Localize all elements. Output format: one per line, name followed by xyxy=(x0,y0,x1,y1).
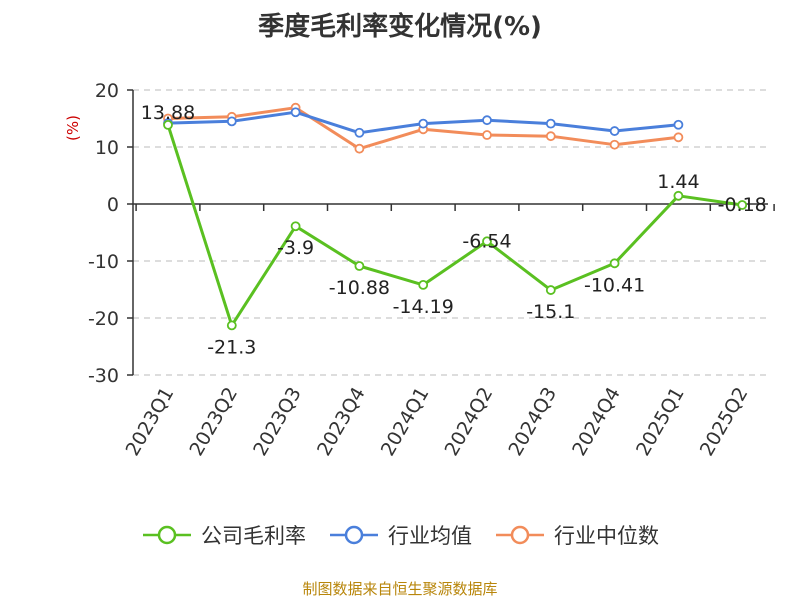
series-line xyxy=(166,124,743,327)
x-tick-label: 2024Q4 xyxy=(568,384,625,460)
grid-layer xyxy=(133,89,768,376)
x-tick-label: 2025Q2 xyxy=(696,384,753,460)
data-point xyxy=(290,107,301,118)
data-point xyxy=(609,126,620,136)
data-label: -10.41 xyxy=(584,274,645,296)
legend-marker-icon xyxy=(330,525,378,545)
data-point xyxy=(609,258,620,269)
legend-label: 行业中位数 xyxy=(554,524,659,548)
data-point xyxy=(354,127,365,138)
data-label: -0.18 xyxy=(718,194,767,216)
data-label: 13.88 xyxy=(141,102,195,124)
data-point xyxy=(737,200,748,210)
data-point xyxy=(290,221,301,232)
x-tick-label: 2024Q2 xyxy=(441,384,498,460)
y-tick-label: 10 xyxy=(95,137,119,159)
data-label: -6.54 xyxy=(462,230,511,252)
data-point xyxy=(609,139,620,150)
chart-title: 季度毛利率变化情况(%) xyxy=(258,12,542,42)
legend-label: 行业均值 xyxy=(388,524,472,548)
data-label: 1.44 xyxy=(657,171,699,193)
data-point xyxy=(418,118,429,129)
x-tick-label: 2024Q1 xyxy=(377,384,434,460)
data-point xyxy=(163,119,173,130)
data-point xyxy=(354,143,365,154)
data-label: -10.88 xyxy=(329,277,390,299)
legend-item[interactable]: 行业均值 xyxy=(328,520,472,550)
data-point xyxy=(545,285,556,295)
legend-marker-circle xyxy=(157,525,177,545)
data-point xyxy=(482,130,492,140)
source-note: 制图数据来自恒生聚源数据库 xyxy=(302,580,498,598)
data-point xyxy=(226,116,237,127)
data-point xyxy=(482,115,492,126)
y-tick-label: -10 xyxy=(88,251,119,273)
data-point xyxy=(673,190,684,201)
legend-marker-circle xyxy=(510,525,530,545)
x-tick-label: 2024Q3 xyxy=(504,384,561,460)
data-point xyxy=(418,279,429,290)
x-tick-label: 2023Q3 xyxy=(249,384,306,460)
data-point xyxy=(545,118,556,129)
data-point xyxy=(673,132,684,143)
legend-marker-circle xyxy=(344,525,364,545)
data-label: -14.19 xyxy=(393,296,454,318)
y-tick-label: 0 xyxy=(107,194,119,216)
data-point xyxy=(545,131,556,142)
legend-marker-icon xyxy=(496,525,544,545)
label-layer: 13.88 -21.3 -3.9 -10.88-14.19 -6.54 -15.1 -10.… xyxy=(141,102,767,359)
series-layer xyxy=(163,102,748,331)
data-label: -21.3 xyxy=(207,336,256,358)
y-axis-label: (%) xyxy=(64,115,82,141)
y-tick-label: 20 xyxy=(95,80,119,102)
legend-item[interactable]: 公司毛利率 xyxy=(141,520,306,550)
x-tick-label: 2023Q1 xyxy=(122,384,179,460)
legend: 公司毛利率 行业均值 行业中位数 xyxy=(0,520,800,550)
data-label: -3.9 xyxy=(277,237,314,259)
data-label: -15.1 xyxy=(526,301,575,323)
data-point xyxy=(673,119,684,130)
x-tick-label: 2023Q4 xyxy=(313,384,370,460)
legend-marker-icon xyxy=(143,525,191,545)
data-point xyxy=(482,236,492,247)
legend-item[interactable]: 行业中位数 xyxy=(494,520,659,550)
y-tick-label: -30 xyxy=(88,365,119,387)
x-tick-label: 2023Q2 xyxy=(185,384,242,460)
data-point xyxy=(354,261,365,271)
data-point xyxy=(226,320,237,331)
y-tick-label: -20 xyxy=(88,308,119,330)
x-tick-label: 2025Q1 xyxy=(632,384,689,460)
legend-label: 公司毛利率 xyxy=(201,524,306,548)
